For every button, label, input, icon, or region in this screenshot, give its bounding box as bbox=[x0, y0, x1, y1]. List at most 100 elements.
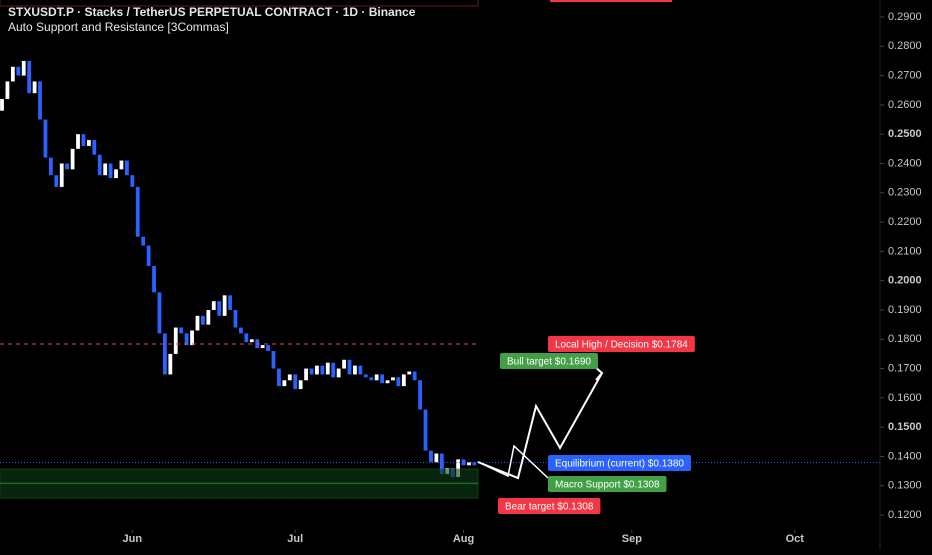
candle-body bbox=[418, 380, 423, 410]
candle-body bbox=[103, 163, 108, 176]
candle-body bbox=[54, 175, 59, 187]
candle-body bbox=[146, 245, 151, 267]
candle-body bbox=[168, 353, 173, 375]
candle-body bbox=[152, 266, 156, 293]
level-labels: Local High / Decision $0.1784 Bull targe… bbox=[498, 336, 695, 514]
candle-body bbox=[157, 292, 162, 334]
candle-body bbox=[467, 462, 471, 466]
candle-body bbox=[331, 362, 336, 378]
candle-body bbox=[5, 81, 10, 100]
level-text: Equilibrium (current) $0.1380 bbox=[555, 459, 684, 470]
candle-body bbox=[363, 374, 368, 378]
candle-body bbox=[130, 175, 135, 187]
y-tick-label: 0.2400 bbox=[888, 157, 922, 169]
candle-body bbox=[239, 327, 243, 334]
level-label-bg bbox=[548, 476, 667, 492]
candle-body bbox=[135, 186, 140, 237]
candle-body bbox=[461, 459, 466, 466]
candle-body bbox=[201, 315, 205, 325]
candle-body bbox=[266, 345, 270, 351]
candle-body bbox=[380, 374, 384, 384]
candle-body bbox=[353, 365, 357, 375]
y-tick-label: 0.1700 bbox=[888, 362, 922, 374]
candle-body bbox=[59, 163, 64, 187]
candle-body bbox=[195, 315, 200, 331]
candle-body bbox=[119, 160, 124, 170]
candle-body bbox=[407, 371, 412, 375]
candle-body bbox=[114, 169, 118, 179]
candle-body bbox=[70, 148, 75, 170]
y-tick-label: 0.2600 bbox=[888, 99, 922, 111]
level-label: Local High / Decision $0.1784 bbox=[548, 336, 695, 352]
level-label-bg bbox=[548, 336, 695, 352]
x-tick-label: Sep bbox=[622, 533, 642, 545]
level-label-bg bbox=[548, 455, 691, 471]
candle-body bbox=[184, 333, 189, 346]
candle-body bbox=[260, 345, 265, 349]
y-tick-label: 0.2900 bbox=[888, 11, 922, 23]
x-tick-label: Jun bbox=[123, 533, 143, 545]
candle-body bbox=[141, 236, 146, 246]
candle-body bbox=[271, 350, 276, 369]
y-tick-label: 0.1200 bbox=[888, 509, 922, 521]
candle-body bbox=[401, 374, 406, 387]
candle-body bbox=[217, 301, 222, 316]
level-label: Bull target $0.1690 bbox=[500, 353, 598, 369]
level-label: Macro Support $0.1308 bbox=[548, 476, 667, 492]
candle-body bbox=[86, 140, 91, 146]
y-tick-label: 0.2000 bbox=[888, 275, 922, 287]
level-label-bg bbox=[498, 498, 601, 514]
candle-body bbox=[412, 371, 417, 381]
candle-body bbox=[222, 295, 227, 316]
x-tick-label: Oct bbox=[786, 533, 805, 545]
candle-body bbox=[287, 374, 292, 381]
candle-body bbox=[298, 380, 303, 390]
candle-body bbox=[320, 365, 325, 375]
candle-body bbox=[92, 140, 97, 155]
y-tick-label: 0.1600 bbox=[888, 392, 922, 404]
candle-body bbox=[108, 163, 113, 179]
candle-body bbox=[48, 157, 53, 176]
x-tick-label: Aug bbox=[453, 533, 474, 545]
candle-body bbox=[190, 330, 194, 346]
candle-body bbox=[423, 409, 428, 451]
candle-body bbox=[293, 374, 298, 390]
candle-body bbox=[315, 365, 319, 375]
level-text: Bear target $0.1308 bbox=[505, 502, 594, 513]
candle-body bbox=[277, 368, 281, 387]
candle-body bbox=[336, 368, 341, 378]
candle-body bbox=[16, 66, 21, 76]
candle-body bbox=[173, 327, 178, 354]
candle-body bbox=[309, 368, 314, 375]
zone-top bbox=[0, 0, 479, 7]
y-tick-label: 0.1900 bbox=[888, 304, 922, 316]
candle-body bbox=[244, 333, 249, 343]
candle-body bbox=[0, 99, 4, 111]
clipped-label bbox=[550, 0, 672, 2]
plot bbox=[0, 16, 884, 533]
level-label-bg bbox=[500, 353, 598, 369]
y-tick-label: 0.2700 bbox=[888, 69, 922, 81]
candle-body bbox=[439, 453, 444, 475]
candle-body bbox=[65, 163, 70, 170]
candle-body bbox=[163, 333, 167, 375]
candle-body bbox=[342, 359, 346, 369]
level-text: Local High / Decision $0.1784 bbox=[555, 340, 688, 351]
candle-body bbox=[228, 295, 232, 310]
x-tick-label: Jul bbox=[287, 533, 303, 545]
candle-body bbox=[76, 134, 80, 149]
y-tick-label: 0.2500 bbox=[888, 128, 922, 140]
y-tick-label: 0.1500 bbox=[888, 421, 922, 433]
candle-body bbox=[325, 362, 330, 375]
candle-body bbox=[211, 301, 216, 310]
candle-body bbox=[124, 160, 129, 176]
candle-body bbox=[27, 60, 32, 94]
candle-body bbox=[233, 309, 238, 328]
candle-body bbox=[21, 60, 26, 76]
projection-path-alt bbox=[477, 444, 549, 479]
candle-body bbox=[304, 368, 308, 381]
candle-body bbox=[282, 380, 287, 387]
candle-body bbox=[43, 119, 48, 158]
